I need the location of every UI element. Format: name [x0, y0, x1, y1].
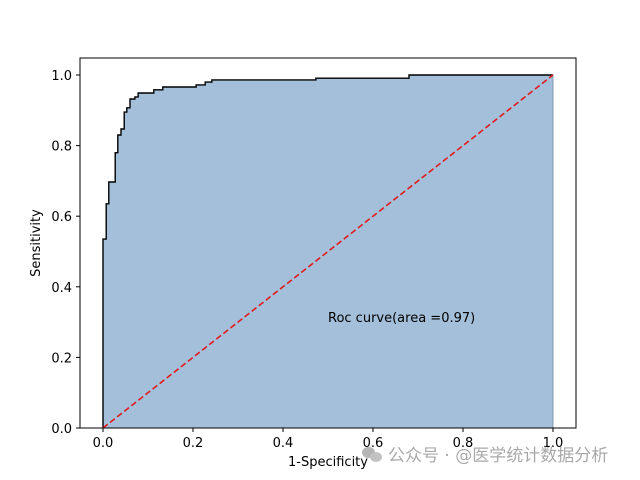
y-axis-label: Sensitivity [29, 209, 44, 277]
auc-annotation: Roc curve(area =0.97) [328, 311, 475, 326]
roc-curve-line [102, 74, 553, 428]
plot-area [102, 74, 554, 429]
y-axis: 0.0 0.2 0.4 0.6 0.8 1.0 [51, 69, 80, 437]
x-tick-label: 0.8 [453, 436, 474, 451]
x-axis-label: 1-Specificity [288, 455, 368, 470]
x-tick-label: 0.0 [93, 436, 114, 451]
y-tick-label: 0.0 [51, 422, 72, 437]
axes-frame [79, 57, 577, 429]
y-tick-label: 0.4 [51, 281, 72, 296]
x-axis: 0.0 0.2 0.4 0.6 0.8 1.0 [93, 428, 564, 451]
y-tick-label: 0.8 [51, 140, 72, 155]
y-tick-label: 1.0 [51, 69, 72, 84]
watermark-text: 公众号 · @医学统计数据分析 [388, 446, 609, 466]
wechat-icon [362, 445, 384, 463]
chance-diagonal-line [102, 74, 554, 429]
x-tick-label: 0.4 [273, 436, 294, 451]
y-tick-label: 0.2 [51, 351, 72, 366]
x-tick-label: 1.0 [543, 436, 564, 451]
y-tick-label: 0.6 [51, 210, 72, 225]
watermark: 公众号 · @医学统计数据分析 [362, 441, 608, 466]
x-tick-label: 0.2 [183, 436, 204, 451]
